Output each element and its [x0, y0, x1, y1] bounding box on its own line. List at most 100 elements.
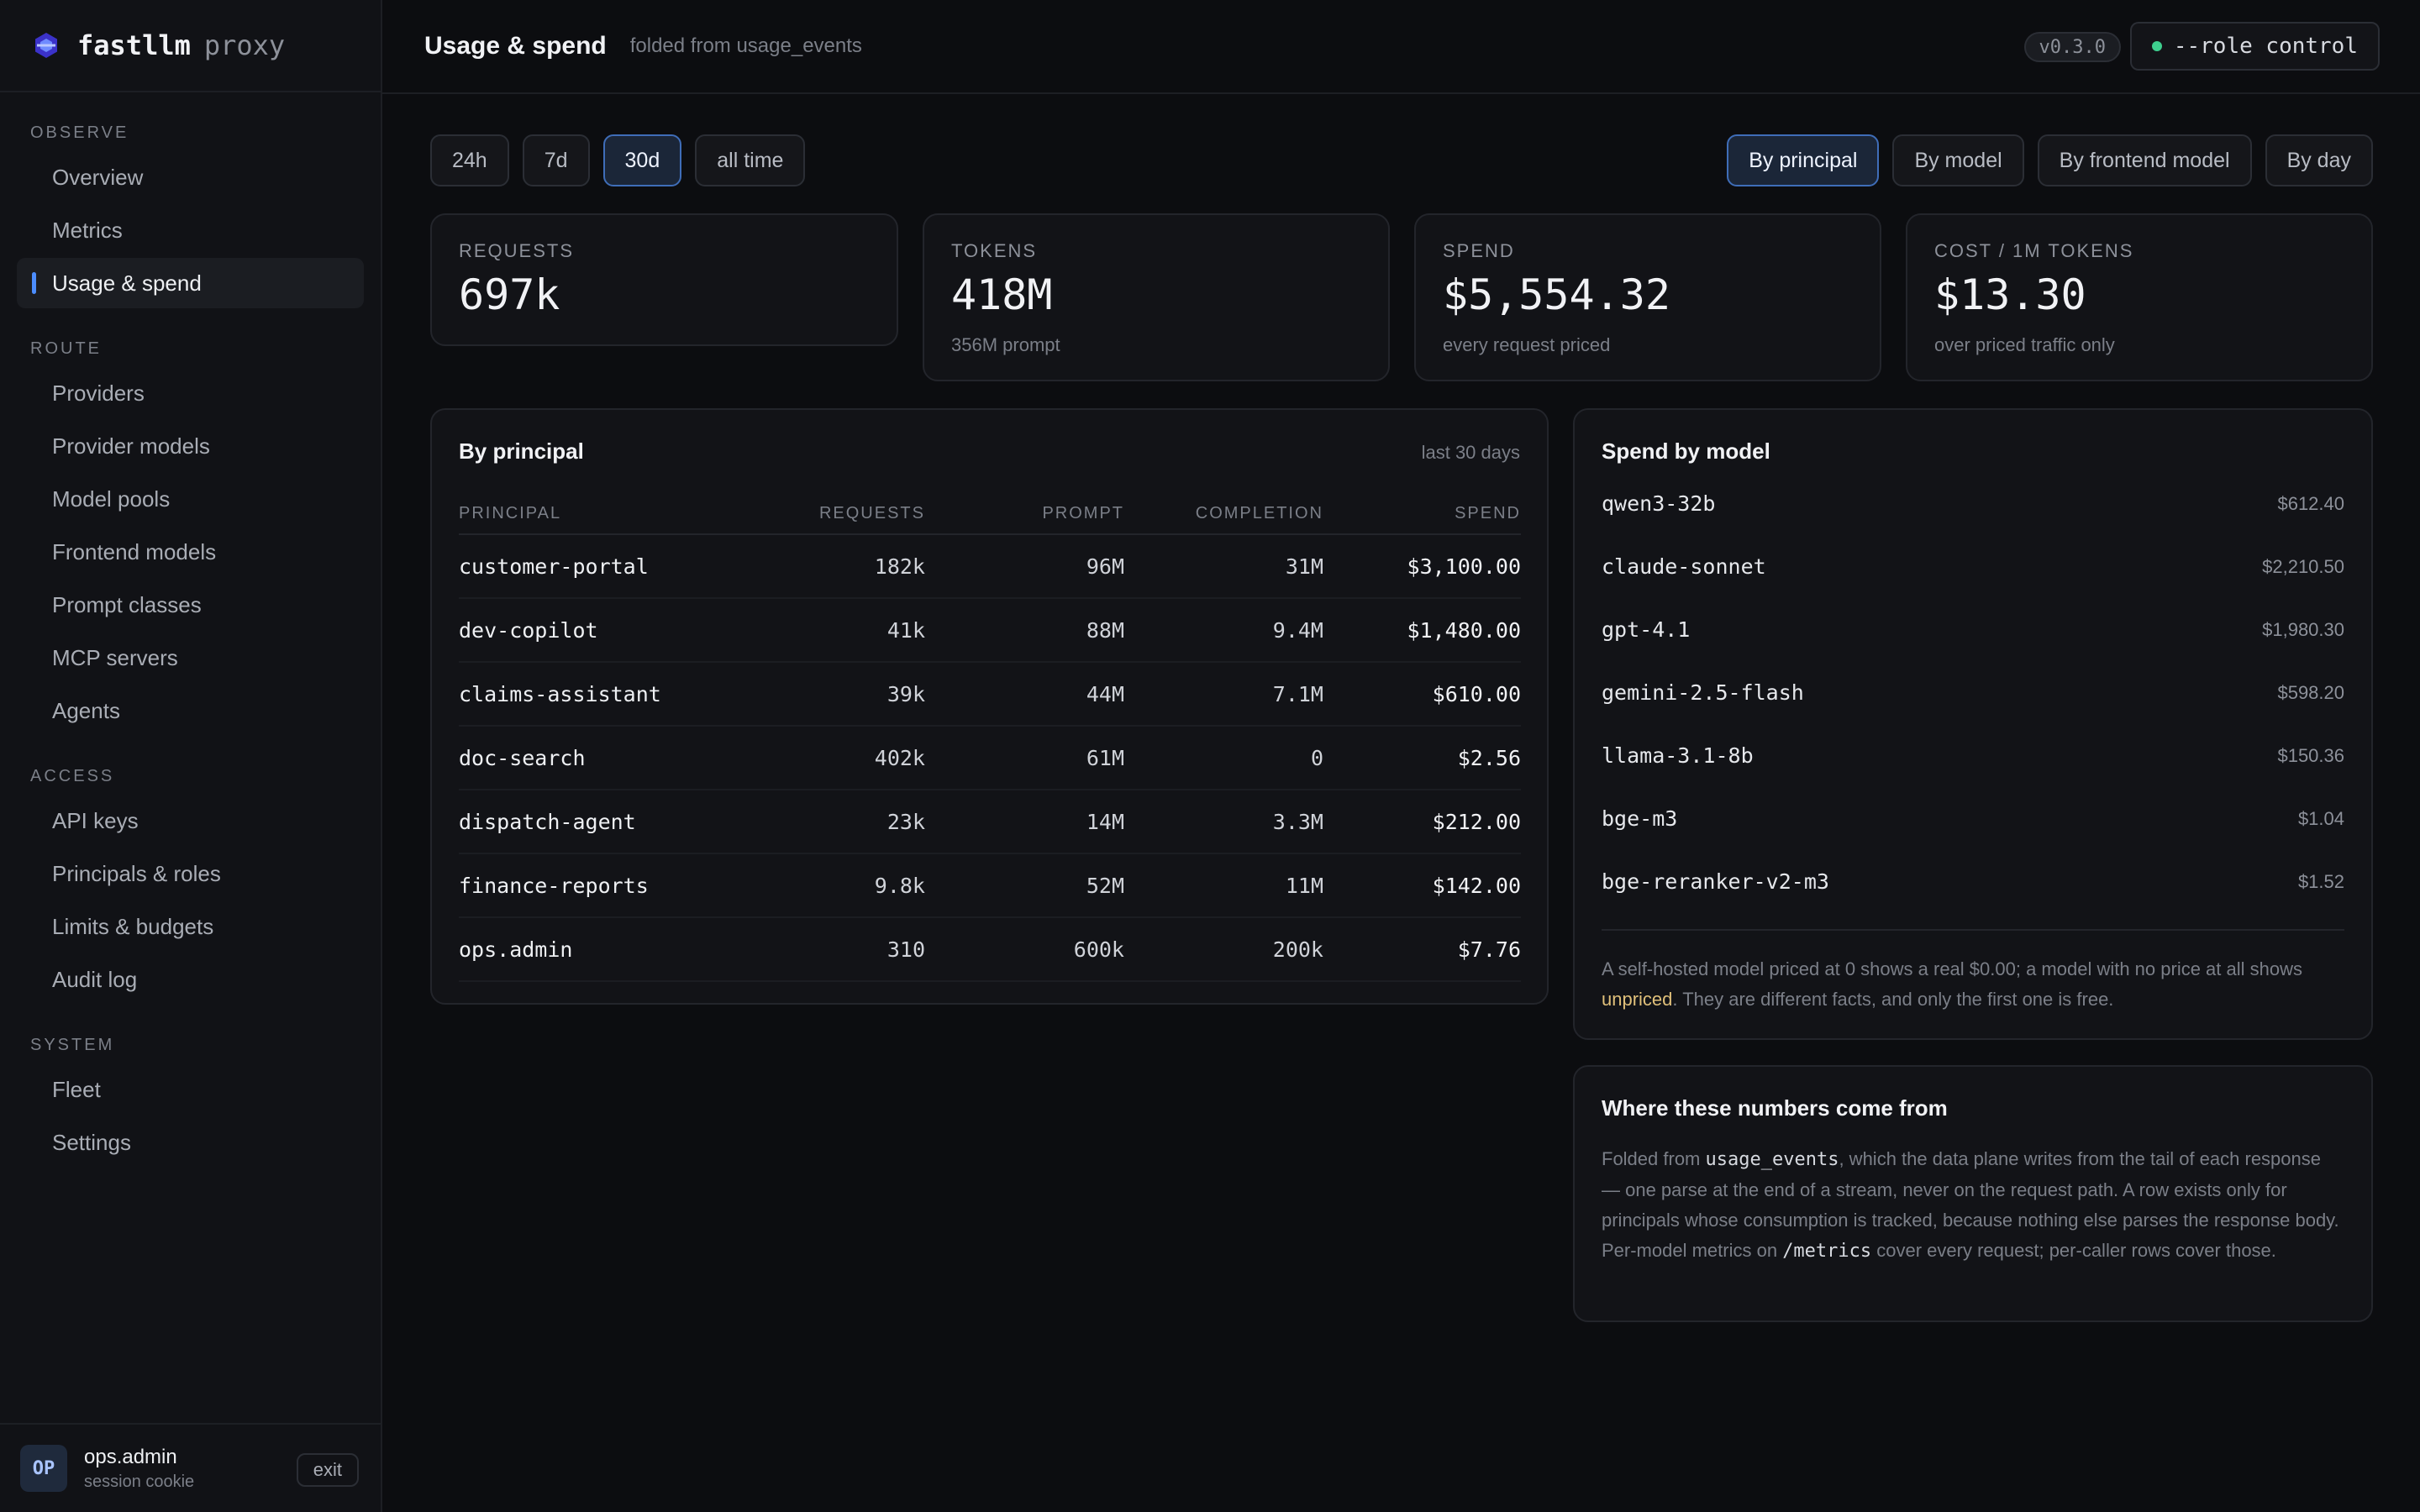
sidebar-item-limits-budgets[interactable]: Limits & budgets: [52, 913, 214, 939]
sidebar-item-overview[interactable]: Overview: [52, 164, 144, 190]
sidebar-item-audit-log[interactable]: Audit log: [52, 966, 138, 992]
stat-card-cost-per-million: COST / 1M TOKENS $13.30 over priced traf…: [1906, 213, 2373, 381]
cell-spend: $142.00: [1323, 853, 1521, 918]
cell-spend: $1,480.00: [1323, 598, 1521, 663]
cell-completion: 9.4M: [1124, 598, 1323, 663]
sidebar-item-mcp-servers[interactable]: MCP servers: [52, 644, 178, 670]
sidebar-item-agents[interactable]: Agents: [52, 697, 120, 723]
nav-heading: OBSERVE: [30, 123, 129, 142]
sidebar-item-fleet[interactable]: Fleet: [52, 1076, 101, 1102]
range-7d-button[interactable]: 7d: [522, 134, 590, 186]
list-item[interactable]: llama-3.1-8b $150.36: [1602, 724, 2344, 787]
model-name: gpt-4.1: [1602, 617, 1691, 642]
cell-prompt: 96M: [925, 534, 1124, 599]
list-item[interactable]: bge-m3 $1.04: [1602, 787, 2344, 850]
stat-value: 418M: [951, 270, 1053, 319]
nav-heading: ROUTE: [30, 339, 102, 358]
list-item[interactable]: gemini-2.5-flash $598.20: [1602, 661, 2344, 724]
model-name: llama-3.1-8b: [1602, 743, 1754, 768]
list-item[interactable]: gpt-4.1 $1,980.30: [1602, 598, 2344, 661]
table-row[interactable]: customer-portal 182k 96M 31M $3,100.00: [459, 534, 1521, 599]
sidebar-item-prompt-classes[interactable]: Prompt classes: [52, 591, 202, 617]
list-item[interactable]: bge-reranker-v2-m3 $1.52: [1602, 850, 2344, 913]
list-item[interactable]: claude-sonnet $2,210.50: [1602, 535, 2344, 598]
stat-card-tokens: TOKENS 418M 356M prompt: [923, 213, 1390, 381]
user-session: session cookie: [84, 1472, 195, 1491]
sidebar-item-principals-roles[interactable]: Principals & roles: [52, 860, 221, 886]
brand[interactable]: fastllm proxy: [0, 0, 381, 92]
cell-prompt: 88M: [925, 598, 1124, 663]
view-by-principal-button[interactable]: By principal: [1727, 134, 1880, 186]
sidebar-item-metrics[interactable]: Metrics: [52, 217, 123, 243]
cell-spend: $3,100.00: [1323, 534, 1521, 599]
nav-section-observe: OBSERVE Overview Metrics Usage & spend: [0, 116, 381, 308]
column-header-spend: SPEND: [1323, 494, 1521, 535]
status-dot-icon: [2151, 41, 2162, 51]
cell-requests: 402k: [736, 726, 925, 790]
sidebar-item-providers[interactable]: Providers: [52, 380, 145, 406]
cell-spend: $610.00: [1323, 662, 1521, 727]
provenance-panel: Where these numbers come from Folded fro…: [1573, 1065, 2373, 1322]
view-by-frontend-model-button[interactable]: By frontend model: [2037, 134, 2252, 186]
sidebar-item-model-pools[interactable]: Model pools: [52, 486, 171, 512]
model-spend: $1.52: [2297, 870, 2344, 892]
sidebar-item-settings[interactable]: Settings: [52, 1129, 131, 1155]
sidebar-item-api-keys[interactable]: API keys: [52, 807, 139, 833]
column-header-requests: REQUESTS: [736, 494, 925, 535]
cell-principal: customer-portal: [459, 534, 736, 599]
stat-subtext: 356M prompt: [951, 334, 1060, 355]
cell-requests: 9.8k: [736, 853, 925, 918]
sidebar-item-frontend-models[interactable]: Frontend models: [52, 538, 217, 564]
range-30d-button[interactable]: 30d: [602, 134, 682, 186]
exit-button[interactable]: exit: [296, 1453, 359, 1487]
panel-title: Spend by model: [1602, 438, 1770, 464]
cell-spend: $2.56: [1323, 726, 1521, 790]
code-metrics-path: /metrics: [1782, 1241, 1872, 1262]
brand-subtitle: proxy: [203, 29, 286, 61]
sidebar-nav: OBSERVE Overview Metrics Usage & spend ROUTE…: [0, 116, 381, 1168]
cell-prompt: 61M: [925, 726, 1124, 790]
table-row[interactable]: dev-copilot 41k 88M 9.4M $1,480.00: [459, 598, 1521, 663]
nav-section-route: ROUTE Providers Provider models Model pools…: [0, 332, 381, 736]
cell-prompt: 52M: [925, 853, 1124, 918]
cell-completion: 0: [1124, 726, 1323, 790]
model-list: qwen3-32b $612.40 claude-sonnet $2,210.50 gp…: [1602, 472, 2344, 913]
view-by-model-button[interactable]: By model: [1892, 134, 2024, 186]
principal-panel: By principal last 30 days PRINCIPAL REQUE…: [430, 408, 1549, 1005]
range-all-time-button[interactable]: all time: [695, 134, 806, 186]
cell-principal: dev-copilot: [459, 598, 736, 663]
version-badge: v0.3.0: [2023, 32, 2121, 62]
table-row[interactable]: dispatch-agent 23k 14M 3.3M $212.00: [459, 790, 1521, 854]
nav-heading: ACCESS: [30, 766, 115, 785]
table-row[interactable]: finance-reports 9.8k 52M 11M $142.00: [459, 853, 1521, 918]
view-by-day-button[interactable]: By day: [2265, 134, 2373, 186]
column-header-prompt: PROMPT: [925, 494, 1124, 535]
unpriced-highlight: unpriced: [1602, 989, 1673, 1010]
avatar: OP: [20, 1445, 67, 1492]
table-row[interactable]: doc-search 402k 61M 0 $2.56: [459, 726, 1521, 790]
list-item[interactable]: qwen3-32b $612.40: [1602, 472, 2344, 535]
sidebar-item-usage-spend[interactable]: Usage & spend: [17, 258, 364, 308]
cell-requests: 310: [736, 917, 925, 982]
model-spend: $150.36: [2277, 744, 2344, 766]
role-indicator[interactable]: --role control: [2129, 22, 2380, 71]
model-name: bge-reranker-v2-m3: [1602, 869, 1829, 894]
nav-heading: SYSTEM: [30, 1035, 115, 1054]
cell-principal: ops.admin: [459, 917, 736, 982]
nav-section-access: ACCESS API keys Principals & roles Limits &…: [0, 759, 381, 1005]
range-24h-button[interactable]: 24h: [430, 134, 509, 186]
model-name: qwen3-32b: [1602, 491, 1716, 516]
stat-subtext: every request priced: [1443, 334, 1611, 355]
cell-completion: 200k: [1124, 917, 1323, 982]
model-spend: $612.40: [2277, 492, 2344, 514]
table-row[interactable]: ops.admin 310 600k 200k $7.76: [459, 917, 1521, 982]
page-title: Usage & spend: [424, 32, 607, 60]
role-label: --role control: [2173, 34, 2358, 59]
table-row[interactable]: claims-assistant 39k 44M 7.1M $610.00: [459, 662, 1521, 727]
provenance-text: Folded from usage_events, which the data…: [1602, 1148, 2339, 1262]
panel-title: Where these numbers come from: [1602, 1095, 1948, 1121]
sidebar: fastllm proxy OBSERVE Overview Metrics Usag…: [0, 0, 382, 1512]
sidebar-item-provider-models[interactable]: Provider models: [52, 433, 210, 459]
stat-value: 697k: [459, 270, 560, 319]
nav-section-system: SYSTEM Fleet Settings: [0, 1028, 381, 1168]
